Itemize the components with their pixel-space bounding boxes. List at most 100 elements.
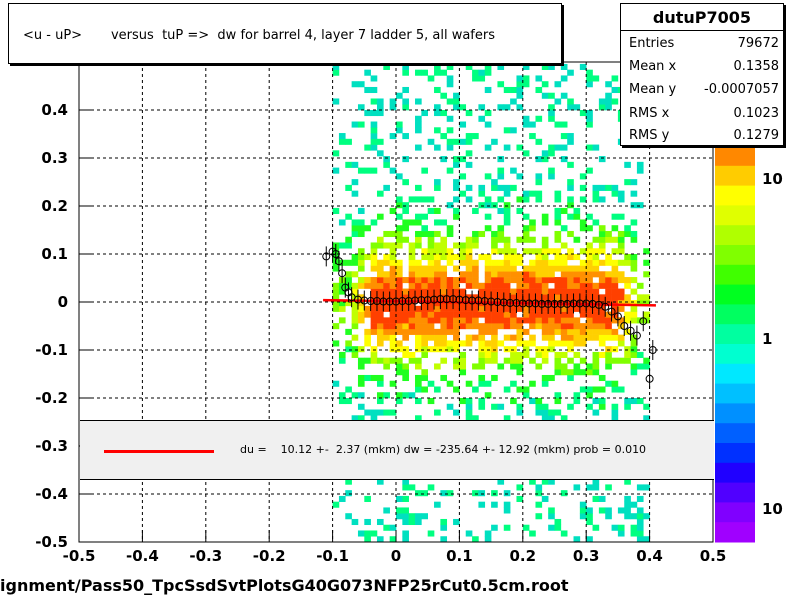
heatmap-cell: [630, 202, 638, 209]
heatmap-cell: [446, 380, 454, 387]
heatmap-cell: [598, 156, 606, 163]
profile-point: [398, 297, 407, 306]
heatmap-cell: [491, 328, 498, 335]
heatmap-cell: [332, 380, 340, 387]
heatmap-cell: [345, 300, 352, 307]
heatmap-cell: [541, 294, 549, 301]
profile-point: [392, 297, 400, 306]
heatmap-cell: [503, 86, 511, 94]
heatmap-cell: [459, 323, 467, 330]
heatmap-cell: [402, 351, 409, 358]
heatmap-cell: [402, 69, 409, 76]
heatmap-cell: [497, 323, 505, 330]
stats-row-rmsy: RMS y 0.1279: [629, 128, 779, 148]
heatmap-cell: [624, 161, 631, 168]
heatmap-cell: [421, 254, 428, 261]
heatmap-cell: [503, 323, 511, 330]
heatmap-cell: [389, 340, 397, 347]
heatmap-cell: [541, 478, 549, 485]
heatmap-cell: [396, 202, 403, 209]
heatmap-cell: [636, 513, 644, 520]
heatmap-cell: [376, 104, 384, 111]
heatmap-cell: [592, 305, 600, 312]
heatmap-cell: [611, 328, 619, 335]
heatmap-cell: [364, 69, 371, 76]
heatmap-cell: [592, 75, 600, 82]
heatmap-cell: [453, 277, 460, 284]
heatmap-cell: [567, 305, 574, 312]
heatmap-cell: [427, 138, 435, 145]
heatmap-cell: [440, 305, 448, 312]
heatmap-cell: [611, 317, 619, 324]
heatmap-cell: [554, 219, 562, 226]
heatmap-cell: [548, 259, 555, 266]
heatmap-cell: [415, 518, 422, 526]
x-tick-label: 0.1: [446, 547, 473, 565]
heatmap-cell: [548, 323, 555, 330]
heatmap-cell: [586, 328, 593, 335]
heatmap-cell: [383, 254, 390, 261]
heatmap-cell: [510, 248, 517, 255]
heatmap-cell: [586, 392, 593, 399]
profile-point: [563, 299, 572, 308]
heatmap-cell: [592, 363, 600, 370]
heatmap-cell: [567, 323, 574, 330]
heatmap-cell: [408, 323, 416, 330]
profile-point: [645, 374, 654, 383]
heatmap-cell: [567, 254, 574, 261]
heatmap-cell: [478, 323, 486, 330]
heatmap-cell: [529, 311, 536, 318]
heatmap-cell: [459, 104, 467, 111]
heatmap-cell: [522, 81, 530, 88]
heatmap-cell: [624, 179, 631, 186]
stats-box: dutuP7005 Entries 79672 Mean x 0.1358 Me…: [620, 3, 784, 146]
heatmap-cell: [617, 277, 625, 284]
heatmap-cell: [586, 254, 593, 261]
heatmap-cell: [605, 513, 612, 520]
heatmap-cell: [548, 478, 555, 485]
heatmap-cell: [529, 236, 536, 243]
heatmap-cell: [529, 190, 536, 197]
heatmap-cell: [459, 190, 467, 197]
heatmap-cell: [434, 277, 441, 284]
heatmap-cell: [592, 317, 600, 324]
heatmap-cell: [440, 133, 448, 140]
heatmap-cell: [554, 524, 562, 531]
heatmap-cell: [396, 369, 403, 376]
heatmap-cell: [586, 271, 593, 278]
heatmap-cell: [396, 92, 403, 99]
heatmap-cell: [408, 311, 416, 318]
x-tick-label: -0.1: [316, 547, 349, 565]
heatmap-cell: [408, 282, 416, 289]
heatmap-cell: [554, 81, 562, 88]
heatmap-cell: [389, 282, 397, 289]
heatmap-cell: [548, 150, 555, 157]
heatmap-cell: [370, 311, 378, 318]
heatmap-cell: [402, 323, 409, 330]
heatmap-cell: [434, 144, 441, 151]
heatmap-cell: [459, 156, 467, 163]
heatmap-cell: [579, 311, 587, 318]
heatmap-cell: [396, 271, 403, 278]
heatmap-cell: [459, 259, 467, 266]
heatmap-cell: [636, 363, 644, 370]
heatmap-cell: [478, 363, 486, 370]
heatmap-cell: [611, 294, 619, 301]
heatmap-cell: [351, 346, 359, 353]
heatmap-cell: [415, 115, 422, 122]
heatmap-cell: [541, 156, 549, 163]
heatmap-cell: [370, 75, 378, 82]
heatmap-cell: [421, 346, 428, 353]
x-tick-label: -0.2: [252, 547, 286, 565]
heatmap-cell: [472, 363, 479, 370]
heatmap-cell: [541, 248, 549, 255]
heatmap-cell: [548, 415, 555, 422]
profile-point: [493, 298, 502, 306]
heatmap-cell: [510, 265, 517, 272]
heatmap-cell: [605, 294, 612, 301]
heatmap-cell: [497, 104, 505, 111]
heatmap-cell: [370, 282, 378, 289]
heatmap-cell: [541, 495, 549, 502]
heatmap-cell: [459, 138, 467, 145]
heatmap-cell: [554, 357, 562, 364]
